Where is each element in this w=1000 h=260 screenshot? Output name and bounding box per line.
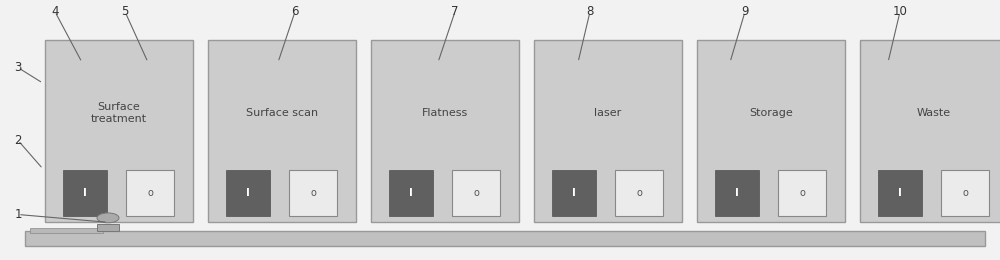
Bar	[778, 170, 826, 216]
Text: 10: 10	[893, 5, 907, 18]
Text: I: I	[409, 188, 413, 198]
Bar	[452, 170, 500, 216]
Text: Flatness: Flatness	[422, 108, 468, 118]
Bar	[30, 228, 103, 233]
Text: 4: 4	[51, 5, 59, 18]
Text: o: o	[473, 188, 479, 198]
Text: 2: 2	[14, 134, 22, 147]
Bar	[615, 170, 663, 216]
Bar	[226, 170, 270, 216]
Bar	[860, 40, 1000, 222]
Text: Surface
treatment: Surface treatment	[91, 102, 147, 124]
Bar	[389, 170, 433, 216]
Bar	[25, 231, 985, 246]
Text: I: I	[735, 188, 739, 198]
Text: 5: 5	[121, 5, 129, 18]
Text: o: o	[799, 188, 805, 198]
Text: Surface scan: Surface scan	[246, 108, 318, 118]
Bar	[715, 170, 759, 216]
Text: 9: 9	[741, 5, 749, 18]
Text: 3: 3	[14, 61, 22, 74]
Bar	[371, 40, 519, 222]
Bar	[697, 40, 845, 222]
Bar	[289, 170, 337, 216]
Text: I: I	[83, 188, 87, 198]
Text: o: o	[962, 188, 968, 198]
Text: o: o	[636, 188, 642, 198]
Text: 7: 7	[451, 5, 459, 18]
Text: Storage: Storage	[749, 108, 793, 118]
Ellipse shape	[97, 213, 119, 223]
Text: 8: 8	[586, 5, 594, 18]
Text: Waste: Waste	[917, 108, 951, 118]
Text: 6: 6	[291, 5, 299, 18]
Text: I: I	[898, 188, 902, 198]
Bar	[941, 170, 989, 216]
Text: I: I	[246, 188, 250, 198]
Bar	[63, 170, 107, 216]
Text: 1: 1	[14, 208, 22, 221]
Text: o: o	[147, 188, 153, 198]
Bar	[878, 170, 922, 216]
Bar	[208, 40, 356, 222]
Text: I: I	[572, 188, 576, 198]
Text: o: o	[310, 188, 316, 198]
Bar	[126, 170, 174, 216]
Bar	[45, 40, 193, 222]
Bar	[534, 40, 682, 222]
Bar	[97, 224, 119, 231]
Text: laser: laser	[594, 108, 622, 118]
Bar	[552, 170, 596, 216]
